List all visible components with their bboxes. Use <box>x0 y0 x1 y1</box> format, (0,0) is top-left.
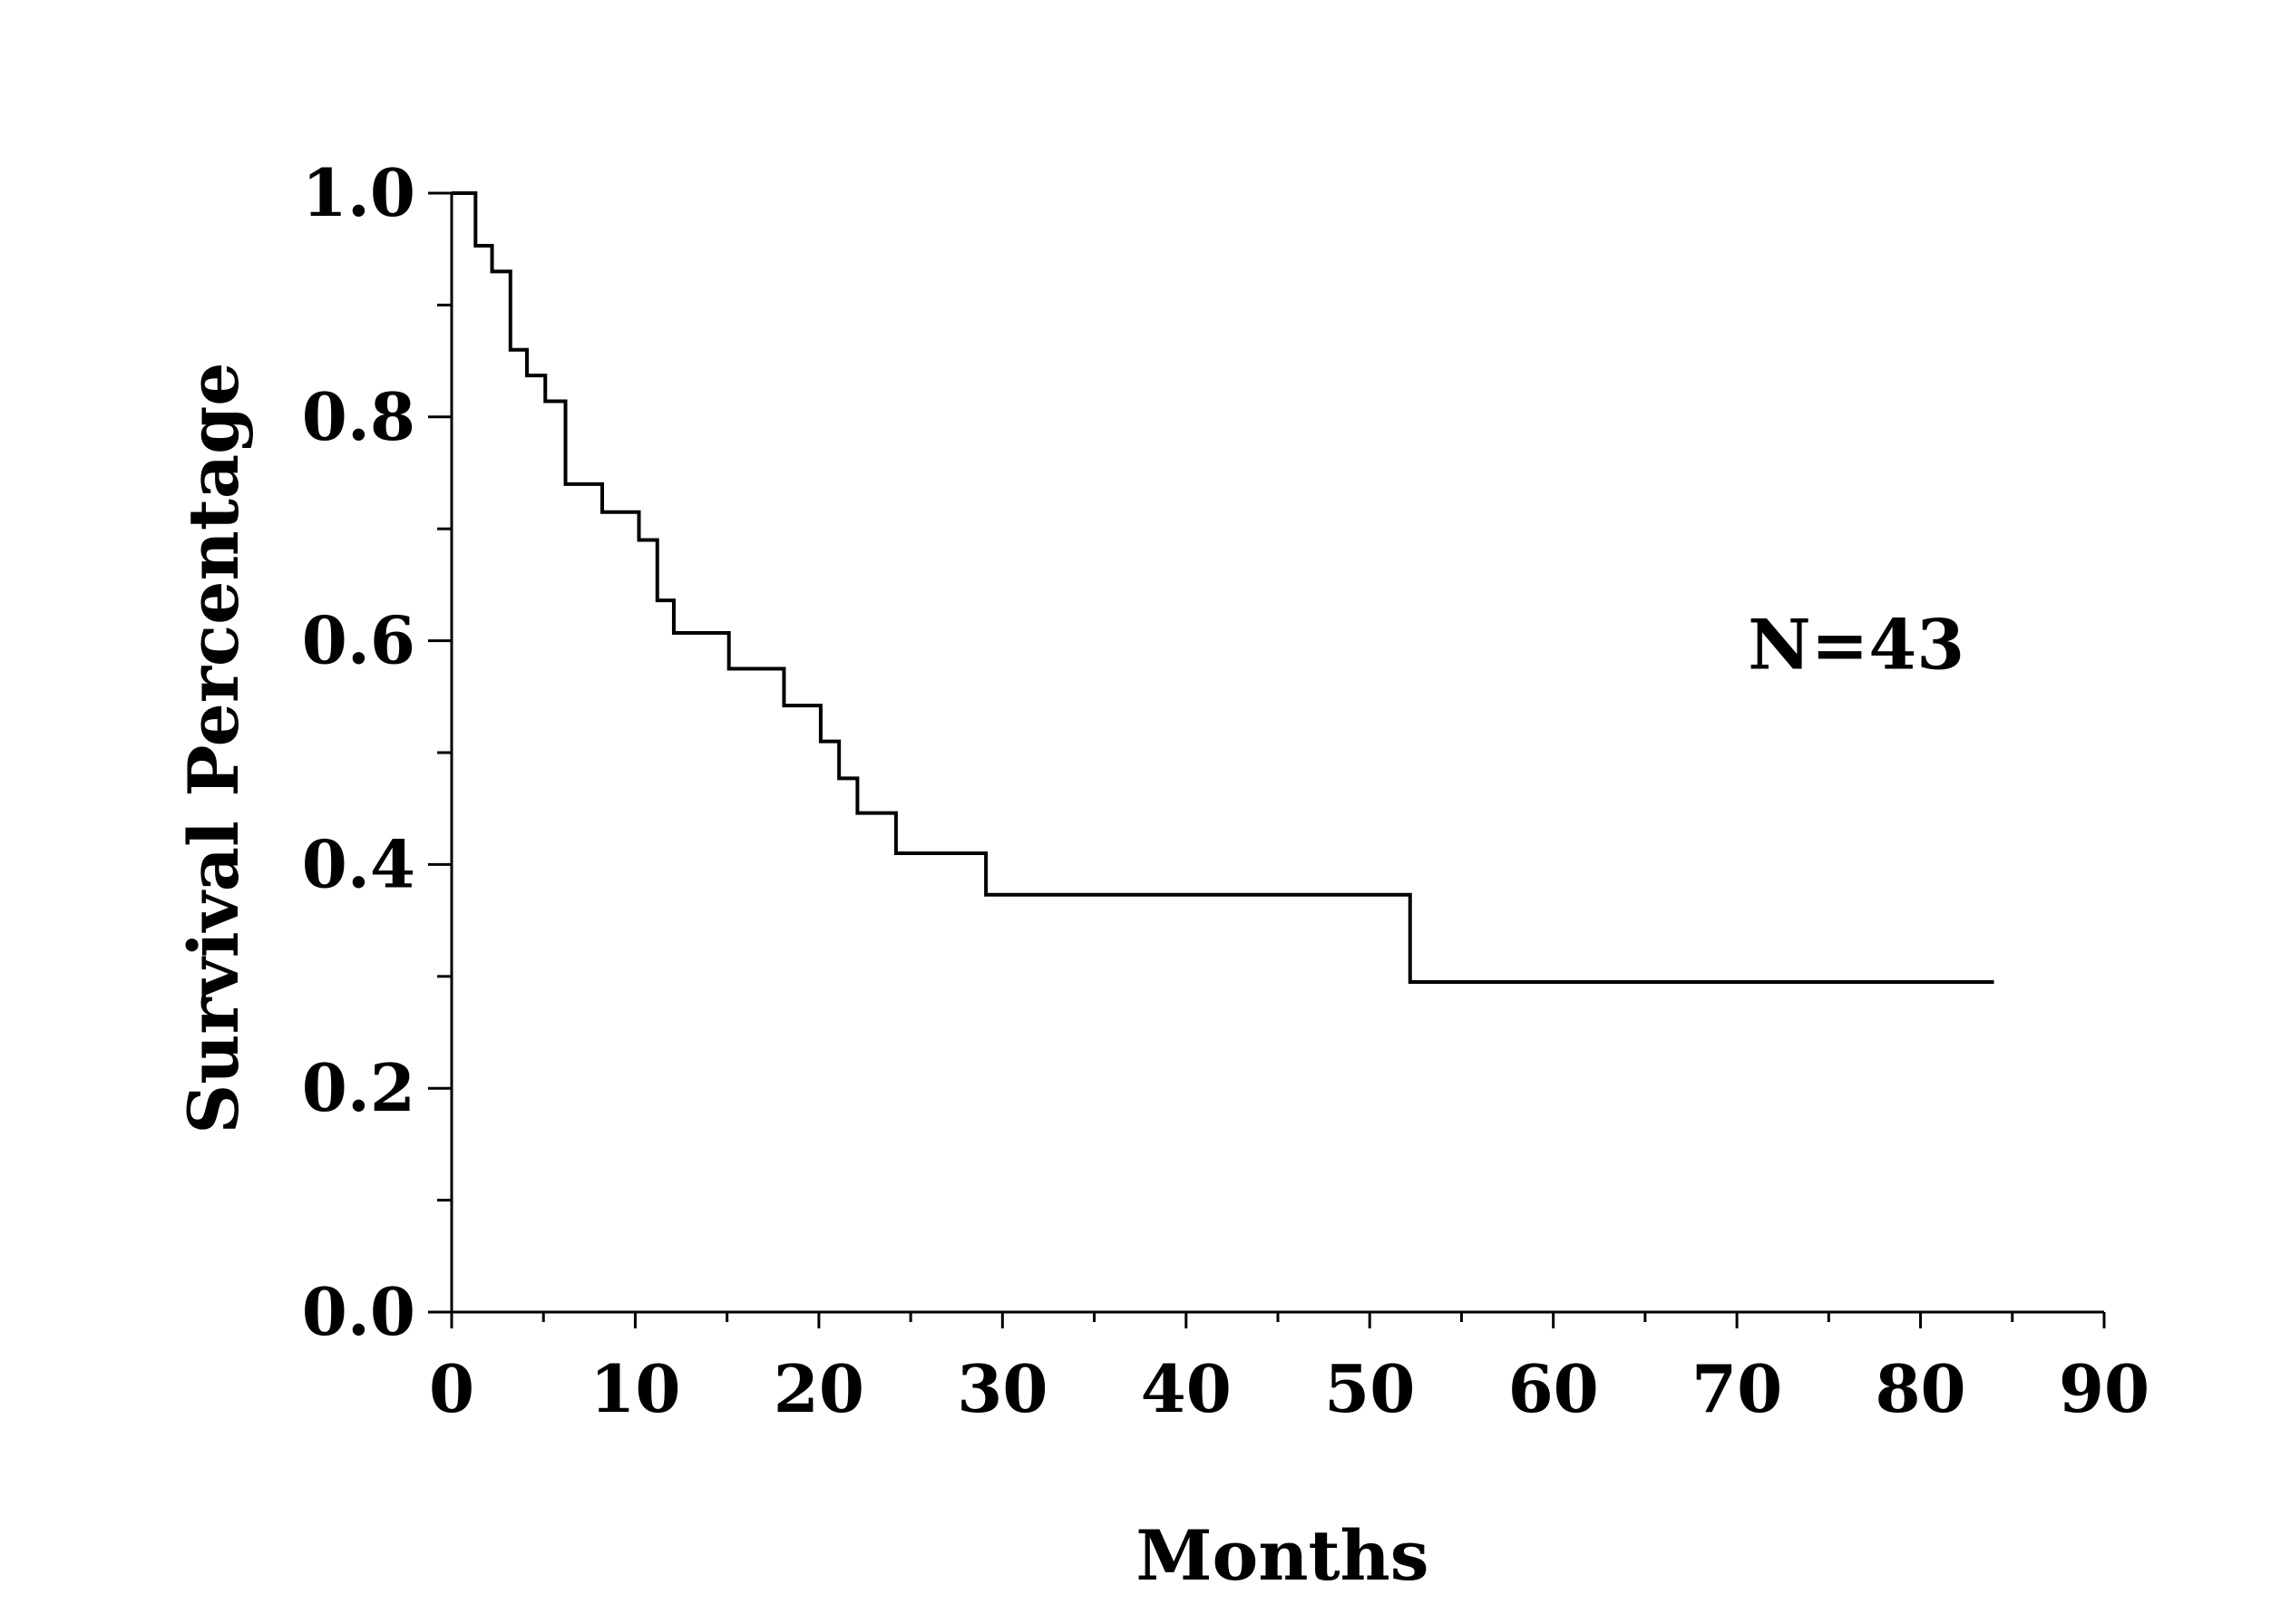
y-tick-label: 0.6 <box>302 602 415 679</box>
y-tick-label: 1.0 <box>302 154 415 231</box>
y-tick-label: 0.0 <box>302 1273 415 1350</box>
x-tick-label: 50 <box>1324 1350 1415 1427</box>
x-tick-label: 80 <box>1875 1350 1965 1427</box>
x-tick-label: 30 <box>957 1350 1048 1427</box>
x-axis-title: Months <box>1136 1515 1428 1596</box>
x-tick-label: 90 <box>2059 1350 2149 1427</box>
y-axis-ticks: 0.0 0.2 0.4 0.6 0.8 1.0 <box>302 154 452 1350</box>
y-tick-label: 0.2 <box>302 1049 415 1126</box>
y-tick-label: 0.4 <box>302 825 415 902</box>
x-axis-ticks: 0 10 20 30 40 50 60 70 80 90 <box>429 1312 2149 1427</box>
x-tick-label: 0 <box>429 1350 474 1427</box>
x-tick-label: 60 <box>1508 1350 1599 1427</box>
y-axis-title: Survival Percentage <box>173 362 254 1133</box>
y-tick-label: 0.8 <box>302 378 415 455</box>
sample-size-annotation: N=43 <box>1748 604 1964 685</box>
x-tick-label: 10 <box>590 1350 680 1427</box>
axes <box>450 193 2104 1314</box>
x-tick-label: 70 <box>1691 1350 1782 1427</box>
x-tick-label: 20 <box>774 1350 864 1427</box>
x-tick-label: 40 <box>1141 1350 1232 1427</box>
series-group <box>452 191 1994 984</box>
survival-curve <box>452 191 1994 984</box>
